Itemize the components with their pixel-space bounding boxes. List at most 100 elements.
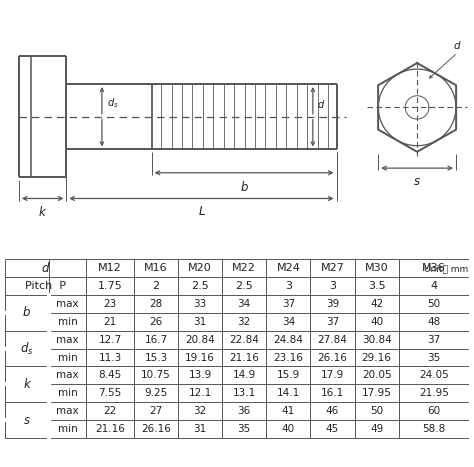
- Text: $k$: $k$: [38, 205, 47, 219]
- Text: $b$: $b$: [240, 180, 248, 194]
- Text: 24.05: 24.05: [419, 370, 449, 381]
- Text: 27.84: 27.84: [318, 335, 347, 345]
- Text: 32: 32: [193, 406, 207, 416]
- Text: 19.16: 19.16: [185, 353, 215, 362]
- Text: 23.16: 23.16: [273, 353, 303, 362]
- Text: 21.95: 21.95: [419, 388, 449, 398]
- Text: M27: M27: [320, 263, 345, 273]
- Text: min: min: [57, 424, 77, 434]
- Text: 14.9: 14.9: [233, 370, 256, 381]
- Text: min: min: [57, 317, 77, 327]
- Text: 31: 31: [193, 317, 207, 327]
- Text: 20.84: 20.84: [185, 335, 215, 345]
- Text: s: s: [24, 414, 30, 426]
- Text: 34: 34: [237, 299, 251, 309]
- Text: 10.75: 10.75: [141, 370, 171, 381]
- Text: 2.5: 2.5: [235, 281, 253, 291]
- Text: $d$: $d$: [317, 98, 325, 110]
- Text: Pitch  P: Pitch P: [25, 281, 66, 291]
- Text: 37: 37: [326, 317, 339, 327]
- Text: 3.5: 3.5: [368, 281, 385, 291]
- Text: 21: 21: [103, 317, 117, 327]
- Text: $L$: $L$: [198, 205, 205, 219]
- Text: 7.55: 7.55: [98, 388, 121, 398]
- Text: M12: M12: [98, 263, 122, 273]
- Text: 12.7: 12.7: [98, 335, 121, 345]
- Text: max: max: [56, 370, 79, 381]
- Text: 2: 2: [152, 281, 160, 291]
- Text: 23: 23: [103, 299, 117, 309]
- Text: 40: 40: [282, 424, 295, 434]
- Text: 26.16: 26.16: [141, 424, 171, 434]
- Text: 49: 49: [370, 424, 383, 434]
- Text: 13.1: 13.1: [233, 388, 256, 398]
- Text: 28: 28: [149, 299, 163, 309]
- Text: b: b: [23, 306, 30, 319]
- Text: 60: 60: [428, 406, 440, 416]
- Text: 29.16: 29.16: [362, 353, 392, 362]
- Text: d: d: [42, 262, 49, 275]
- Text: 42: 42: [370, 299, 383, 309]
- Text: 39: 39: [326, 299, 339, 309]
- Text: $d$: $d$: [453, 39, 462, 51]
- Text: k: k: [23, 378, 30, 391]
- Text: 27: 27: [149, 406, 163, 416]
- Text: 46: 46: [326, 406, 339, 416]
- Text: M30: M30: [365, 263, 388, 273]
- Text: 11.3: 11.3: [98, 353, 121, 362]
- Text: 24.84: 24.84: [273, 335, 303, 345]
- Text: 35: 35: [428, 353, 440, 362]
- Text: M16: M16: [144, 263, 168, 273]
- Text: min: min: [57, 388, 77, 398]
- Text: 17.95: 17.95: [362, 388, 392, 398]
- Text: 50: 50: [428, 299, 440, 309]
- Text: 34: 34: [282, 317, 295, 327]
- Text: M24: M24: [276, 263, 300, 273]
- Text: 15.9: 15.9: [277, 370, 300, 381]
- Text: 1.75: 1.75: [98, 281, 122, 291]
- Text: 21.16: 21.16: [229, 353, 259, 362]
- Text: 16.7: 16.7: [144, 335, 168, 345]
- Text: 21.16: 21.16: [95, 424, 125, 434]
- Text: max: max: [56, 335, 79, 345]
- Text: 37: 37: [282, 299, 295, 309]
- Text: 16.1: 16.1: [321, 388, 344, 398]
- Text: 22: 22: [103, 406, 117, 416]
- Text: 13.9: 13.9: [189, 370, 212, 381]
- Text: $d_s$: $d_s$: [107, 96, 118, 110]
- Text: 36: 36: [237, 406, 251, 416]
- Text: 3: 3: [285, 281, 292, 291]
- Text: M20: M20: [188, 263, 212, 273]
- Text: 32: 32: [237, 317, 251, 327]
- Text: 35: 35: [237, 424, 251, 434]
- Text: 17.9: 17.9: [321, 370, 344, 381]
- Text: 2.5: 2.5: [191, 281, 209, 291]
- Text: max: max: [56, 299, 79, 309]
- Text: 8.45: 8.45: [98, 370, 121, 381]
- Text: 30.84: 30.84: [362, 335, 392, 345]
- Text: 58.8: 58.8: [422, 424, 446, 434]
- Text: 20.05: 20.05: [362, 370, 392, 381]
- Text: 37: 37: [428, 335, 440, 345]
- Text: 26.16: 26.16: [318, 353, 347, 362]
- Text: $d_s$: $d_s$: [20, 340, 34, 357]
- Text: M22: M22: [232, 263, 256, 273]
- Text: 15.3: 15.3: [144, 353, 168, 362]
- Text: 33: 33: [193, 299, 207, 309]
- Text: 41: 41: [282, 406, 295, 416]
- Text: Unit： mm: Unit： mm: [424, 264, 468, 273]
- Text: 50: 50: [370, 406, 383, 416]
- Text: 31: 31: [193, 424, 207, 434]
- Text: 12.1: 12.1: [189, 388, 212, 398]
- Text: 26: 26: [149, 317, 163, 327]
- Text: 48: 48: [428, 317, 440, 327]
- Text: 3: 3: [329, 281, 336, 291]
- Text: 45: 45: [326, 424, 339, 434]
- Text: 9.25: 9.25: [144, 388, 168, 398]
- Text: 40: 40: [370, 317, 383, 327]
- Text: $s$: $s$: [413, 175, 421, 188]
- Text: 4: 4: [430, 281, 438, 291]
- Text: max: max: [56, 406, 79, 416]
- Text: M36: M36: [422, 263, 446, 273]
- Text: min: min: [57, 353, 77, 362]
